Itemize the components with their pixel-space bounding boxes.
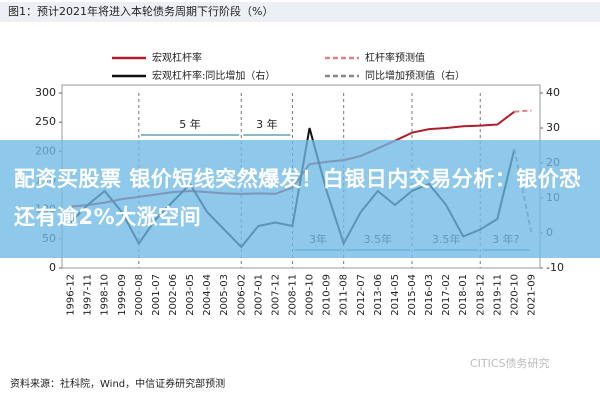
chart-title: 图1：预计2021年将进入本轮债务周期下行阶段（%）	[8, 4, 273, 18]
series-line	[514, 109, 532, 113]
x-tick-label: 1998-10	[100, 274, 111, 316]
x-tick-label: 2018-01	[458, 274, 469, 316]
y2-tick-label: 30	[546, 121, 560, 134]
legend-label: 宏观杠杆率:同比增加（右）	[152, 69, 275, 82]
x-tick-label: 2004-04	[202, 274, 213, 316]
legend-label: 同比增加预测值（右）	[365, 69, 465, 82]
x-tick-label: 2002-06	[168, 274, 179, 316]
annotation: 3 年	[256, 117, 278, 131]
x-tick-label: 2005-03	[219, 274, 230, 316]
x-tick-label: 2014-05	[390, 274, 401, 316]
title-strip	[0, 2, 600, 22]
x-tick-label: 2019-11	[492, 274, 503, 316]
x-tick-label: 2000-08	[134, 274, 145, 316]
annotation: 5 年	[179, 117, 201, 131]
banner: 配资买股票 银价短线突然爆发！白银日内交易分析：银价恐还有逾2%大涨空间	[0, 140, 600, 258]
y2-tick-label: 40	[546, 86, 560, 99]
x-tick-label: 1997-11	[83, 274, 94, 316]
legend-label: 杠杆率预测值	[365, 51, 425, 64]
legend-label: 宏观杠杆率	[152, 51, 202, 64]
x-tick-label: 2001-07	[151, 274, 162, 316]
y-tick-label: 250	[35, 115, 56, 128]
x-tick-label: 1996-12	[66, 274, 77, 316]
x-tick-label: 2009-10	[305, 274, 316, 316]
x-tick-label: 2003-05	[185, 274, 196, 316]
x-tick-label: 2016-03	[424, 274, 435, 316]
y-tick-label: 300	[35, 86, 56, 99]
x-tick-label: 2021-09	[526, 274, 537, 316]
x-tick-label: 1999-09	[117, 274, 128, 316]
x-tick-label: 2006-02	[236, 274, 247, 316]
source: 资料来源：社科院，Wind，中信证券研究部预测	[10, 377, 225, 390]
x-tick-label: 2018-12	[475, 274, 486, 316]
y-tick-label: 0	[49, 261, 56, 274]
x-tick-label: 2013-06	[373, 274, 384, 316]
x-tick-label: 2020-10	[509, 274, 520, 316]
x-tick-label: 2015-04	[407, 274, 418, 316]
x-tick-label: 2007-01	[253, 274, 264, 316]
x-tick-label: 2007-12	[270, 274, 281, 316]
y2-tick-label: -10	[546, 261, 564, 274]
x-tick-label: 2017-02	[441, 274, 452, 316]
x-tick-label: 2011-08	[339, 274, 350, 316]
x-tick-label: 2010-09	[322, 274, 333, 316]
x-tick-label: 2012-07	[356, 274, 367, 316]
watermark: CITICS债务研究	[470, 356, 550, 370]
x-tick-label: 2008-11	[287, 274, 298, 316]
